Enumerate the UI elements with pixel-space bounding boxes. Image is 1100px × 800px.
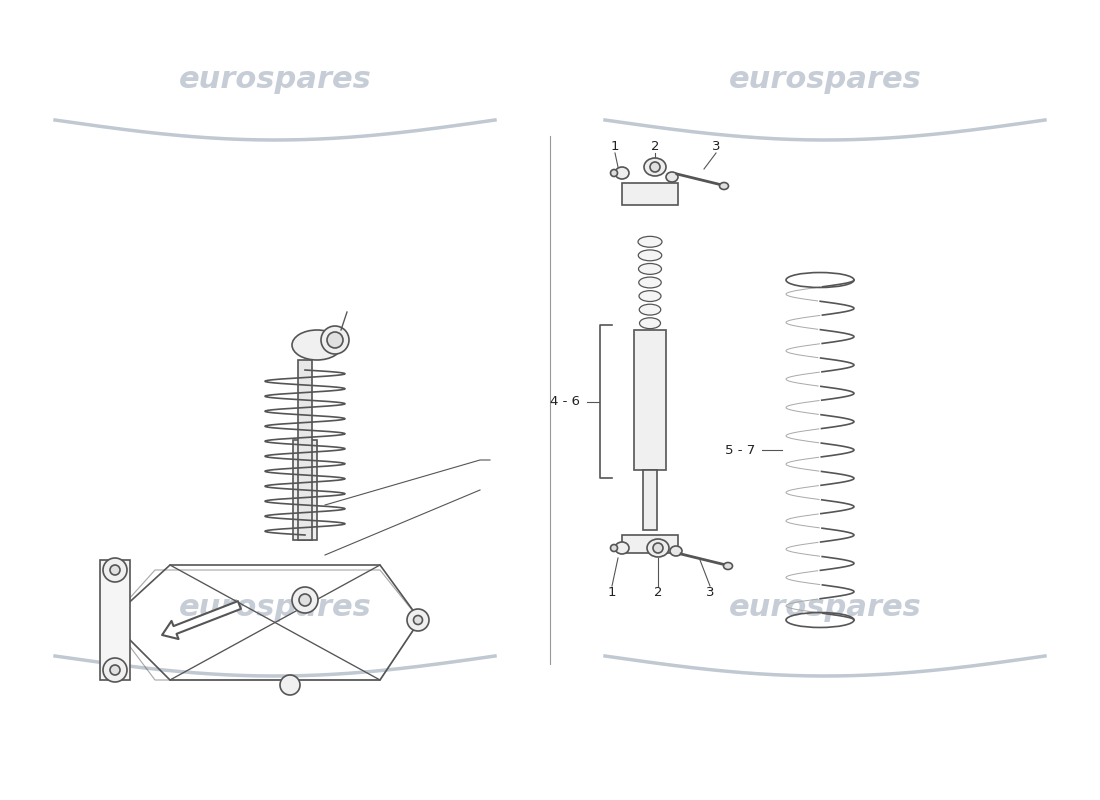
Ellipse shape [615,542,629,554]
Text: 1: 1 [610,141,619,154]
Text: 5 - 7: 5 - 7 [725,443,755,457]
Ellipse shape [647,539,669,557]
Ellipse shape [327,332,343,348]
Ellipse shape [653,543,663,553]
Bar [621,535,678,553]
Bar [100,560,130,680]
Text: 3: 3 [712,141,720,154]
Ellipse shape [638,236,662,247]
Ellipse shape [414,615,422,625]
Ellipse shape [292,587,318,613]
Ellipse shape [103,658,127,682]
FancyArrowPatch shape [162,601,241,639]
Ellipse shape [292,330,342,360]
Bar [621,183,678,205]
Bar [644,470,657,530]
Text: 3: 3 [706,586,714,598]
Ellipse shape [321,326,349,354]
Ellipse shape [639,304,661,315]
Ellipse shape [644,158,666,176]
Ellipse shape [299,594,311,606]
Bar [298,360,312,540]
Text: 2: 2 [653,586,662,598]
Bar [293,440,317,540]
Text: eurospares: eurospares [178,594,372,622]
Ellipse shape [280,675,300,695]
Ellipse shape [670,546,682,556]
Ellipse shape [103,558,127,582]
Text: eurospares: eurospares [728,66,922,94]
Text: 2: 2 [651,141,659,154]
Text: eurospares: eurospares [728,594,922,622]
Ellipse shape [110,565,120,575]
Ellipse shape [610,170,617,177]
Ellipse shape [610,545,617,551]
Text: eurospares: eurospares [178,66,372,94]
Ellipse shape [407,609,429,631]
Ellipse shape [638,250,662,261]
Ellipse shape [638,263,661,274]
Ellipse shape [666,172,678,182]
Ellipse shape [639,277,661,288]
Ellipse shape [639,318,660,329]
Ellipse shape [719,182,728,190]
Text: 4 - 6: 4 - 6 [550,395,580,408]
Ellipse shape [724,562,733,570]
Text: 1: 1 [607,586,616,598]
Ellipse shape [110,665,120,675]
Bar [634,330,665,470]
Ellipse shape [615,167,629,179]
Ellipse shape [639,290,661,302]
Ellipse shape [650,162,660,172]
